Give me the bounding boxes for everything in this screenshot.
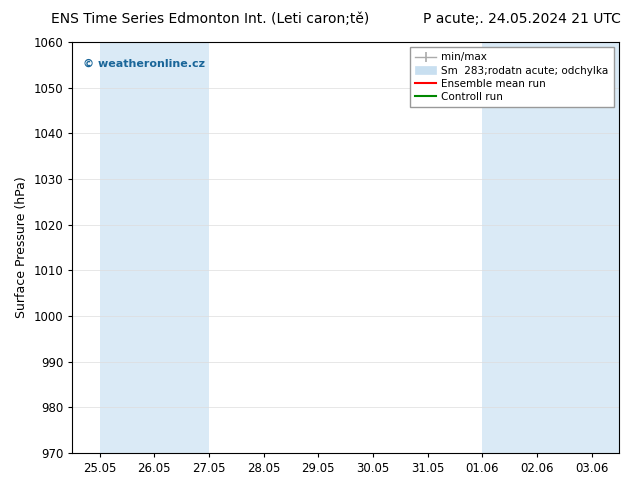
Bar — [127, 42, 209, 453]
Bar — [482, 42, 564, 453]
Text: © weatheronline.cz: © weatheronline.cz — [83, 58, 205, 69]
Bar — [100, 42, 127, 453]
Legend: min/max, Sm  283;rodatn acute; odchylka, Ensemble mean run, Controll run: min/max, Sm 283;rodatn acute; odchylka, … — [410, 47, 614, 107]
Text: ENS Time Series Edmonton Int. (Leti caron;tě): ENS Time Series Edmonton Int. (Leti caro… — [51, 12, 369, 26]
Y-axis label: Surface Pressure (hPa): Surface Pressure (hPa) — [15, 176, 28, 318]
Bar — [564, 42, 619, 453]
Text: P acute;. 24.05.2024 21 UTC: P acute;. 24.05.2024 21 UTC — [424, 12, 621, 26]
